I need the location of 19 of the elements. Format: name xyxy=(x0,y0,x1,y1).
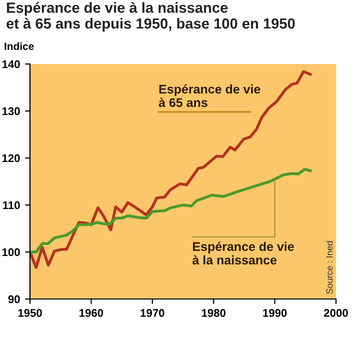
y-tick-label: 120 xyxy=(2,154,20,162)
y-tick-label: 90 xyxy=(8,295,20,304)
line-series xyxy=(30,70,312,269)
y-tick-label: 130 xyxy=(2,107,20,116)
annotation: Source : Ined xyxy=(326,241,333,294)
x-tick-label: 1990 xyxy=(263,309,287,317)
x-tick-label: 1960 xyxy=(80,309,104,317)
chart-title: Espérance de vie à la naissance et à 65 ans depuis 1950, base 100 en 1950 xyxy=(6,2,295,32)
x-tick-label: 1970 xyxy=(140,309,164,317)
y-tick-label: 100 xyxy=(2,248,20,256)
y-tick-label: 140 xyxy=(2,60,20,68)
text: Espérance de vie à la naissance xyxy=(192,242,294,264)
series-label: Espérance de vie à 65 ans xyxy=(158,84,260,108)
y-tick-label: 110 xyxy=(3,201,20,210)
x-tick-label: 1980 xyxy=(202,309,226,317)
line-series xyxy=(30,168,312,254)
y-axis-title: Indice xyxy=(4,42,34,50)
x-tick-label: 1950 xyxy=(18,309,42,317)
x-tick-label: 2000 xyxy=(324,309,348,317)
